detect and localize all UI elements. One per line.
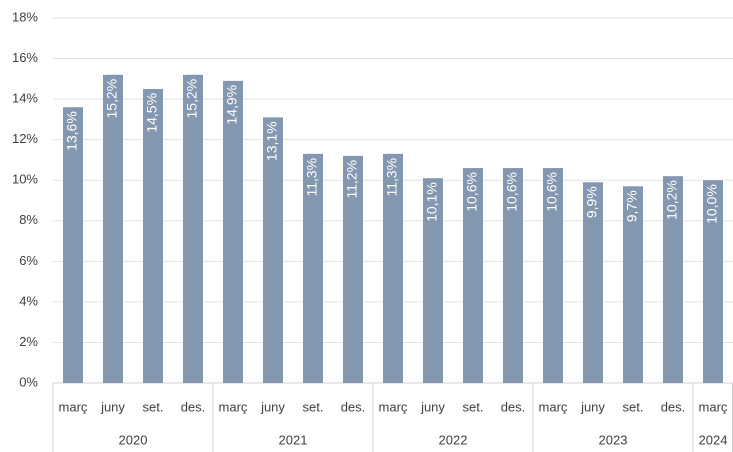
x-tick-label: juny (580, 399, 605, 414)
value-label: 10,6% (544, 172, 560, 212)
bar (703, 180, 723, 383)
x-tick-label: set. (623, 399, 644, 414)
bar (503, 168, 523, 383)
group-label: 2021 (279, 432, 308, 447)
x-tick-label: juny (260, 399, 285, 414)
group-label: 2023 (599, 432, 628, 447)
value-label: 14,5% (144, 93, 160, 133)
y-tick-label: 14% (12, 91, 38, 106)
x-tick-label: des. (341, 399, 366, 414)
value-label: 10,0% (704, 184, 720, 224)
bar (463, 168, 483, 383)
bar (383, 153, 403, 383)
bar (623, 186, 643, 383)
x-tick-label: març (379, 399, 408, 414)
value-label: 11,3% (304, 158, 320, 197)
bar (223, 80, 243, 383)
x-tick-label: des. (181, 399, 206, 414)
y-tick-label: 8% (19, 212, 38, 227)
y-tick-label: 16% (12, 50, 38, 65)
value-label: 11,3% (384, 158, 400, 197)
bar (423, 178, 443, 383)
value-label: 10,6% (464, 172, 480, 212)
bar (183, 74, 203, 384)
x-tick-label: març (219, 399, 248, 414)
x-tick-label: set. (143, 399, 164, 414)
bar (663, 176, 683, 383)
value-label: 13,6% (64, 111, 80, 151)
x-tick-label: març (699, 399, 728, 414)
y-tick-label: 18% (12, 9, 38, 24)
y-tick-label: 10% (12, 172, 38, 187)
bar (263, 117, 283, 383)
group-label: 2022 (439, 432, 468, 447)
bar (143, 88, 163, 383)
bar (63, 107, 83, 383)
x-tick-label: des. (661, 399, 686, 414)
x-tick-label: juny (100, 399, 125, 414)
value-label: 14,9% (224, 85, 240, 125)
value-label: 11,2% (344, 160, 360, 199)
y-tick-label: 2% (19, 334, 38, 349)
value-label: 9,9% (584, 186, 600, 218)
y-tick-label: 12% (12, 131, 38, 146)
x-tick-label: set. (303, 399, 324, 414)
y-tick-label: 0% (19, 374, 38, 389)
x-tick-label: des. (501, 399, 526, 414)
y-tick-label: 4% (19, 293, 38, 308)
group-label: 2024 (699, 432, 728, 447)
bar (303, 153, 323, 383)
group-label: 2020 (119, 432, 148, 447)
bar (103, 74, 123, 384)
x-tick-label: març (59, 399, 88, 414)
value-label: 10,6% (504, 172, 520, 212)
bar (543, 168, 563, 383)
value-label: 15,2% (184, 79, 200, 119)
value-label: 13,1% (264, 121, 280, 161)
x-tick-label: set. (463, 399, 484, 414)
value-label: 15,2% (104, 79, 120, 119)
bar (343, 155, 363, 383)
value-label: 9,7% (624, 190, 640, 222)
value-label: 10,1% (424, 182, 440, 222)
bar (583, 182, 603, 383)
x-tick-label: març (539, 399, 568, 414)
value-label: 10,2% (664, 180, 680, 220)
y-tick-label: 6% (19, 253, 38, 268)
x-tick-label: juny (420, 399, 445, 414)
